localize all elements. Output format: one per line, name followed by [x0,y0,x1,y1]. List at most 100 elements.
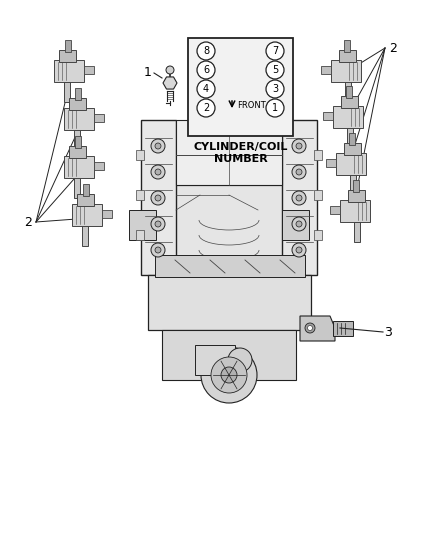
Circle shape [155,195,161,201]
Circle shape [155,169,161,175]
Circle shape [166,66,174,74]
Polygon shape [326,159,336,167]
Bar [136,150,144,160]
Polygon shape [321,66,331,74]
Text: 1: 1 [144,67,152,79]
Circle shape [197,80,215,98]
Text: 1: 1 [272,103,278,113]
Circle shape [305,323,315,333]
Polygon shape [341,96,358,108]
Polygon shape [94,162,104,170]
Polygon shape [323,112,333,120]
Text: 2: 2 [24,215,32,229]
Polygon shape [339,50,356,62]
Polygon shape [195,345,235,375]
Bar [282,120,317,275]
Circle shape [296,143,302,149]
Circle shape [211,357,247,393]
Text: 2: 2 [389,42,397,54]
Polygon shape [350,175,356,195]
Polygon shape [349,133,355,145]
Polygon shape [84,66,94,74]
Circle shape [151,139,165,153]
Text: 4: 4 [203,84,209,94]
Circle shape [266,80,284,98]
Text: 3: 3 [384,326,392,338]
Bar [148,275,311,330]
Polygon shape [64,82,70,102]
Polygon shape [94,114,104,122]
Bar [188,38,293,136]
Bar [141,120,176,275]
Circle shape [197,61,215,79]
Polygon shape [348,190,365,202]
Bar [136,190,144,200]
Circle shape [155,247,161,253]
Bar [176,120,282,185]
Circle shape [307,326,312,330]
Polygon shape [346,86,352,98]
Text: 5: 5 [272,65,278,75]
Circle shape [266,99,284,117]
Polygon shape [282,210,309,240]
Circle shape [155,221,161,227]
Circle shape [197,42,215,60]
Circle shape [151,243,165,257]
Text: CYLINDER/COIL: CYLINDER/COIL [193,142,288,152]
Polygon shape [336,153,366,175]
Polygon shape [347,128,353,148]
Polygon shape [54,60,84,82]
Circle shape [292,191,306,205]
Polygon shape [300,316,335,341]
Polygon shape [340,200,370,222]
Circle shape [201,347,257,403]
Polygon shape [64,108,94,130]
Polygon shape [75,136,81,148]
Polygon shape [75,88,81,100]
Bar [170,185,290,275]
Polygon shape [163,77,177,89]
Bar [140,130,318,380]
Circle shape [155,143,161,149]
Polygon shape [82,226,88,246]
Circle shape [292,165,306,179]
Polygon shape [333,106,363,128]
Polygon shape [77,194,94,206]
Bar [314,150,322,160]
Circle shape [292,243,306,257]
Polygon shape [333,321,353,336]
Circle shape [228,348,252,372]
Circle shape [292,217,306,231]
Polygon shape [64,156,94,178]
Polygon shape [354,222,360,242]
Circle shape [296,221,302,227]
Bar [314,230,322,240]
Polygon shape [74,178,80,198]
Polygon shape [69,98,86,110]
Circle shape [296,195,302,201]
Polygon shape [83,184,89,196]
Circle shape [266,61,284,79]
Text: 7: 7 [272,46,278,56]
Polygon shape [330,206,340,214]
Text: 8: 8 [203,46,209,56]
Circle shape [296,169,302,175]
Circle shape [151,165,165,179]
Bar [155,255,305,277]
Polygon shape [65,40,71,52]
Polygon shape [69,146,86,158]
Polygon shape [129,210,156,240]
Polygon shape [59,50,76,62]
Polygon shape [344,143,361,155]
Bar [136,230,144,240]
Circle shape [151,191,165,205]
Polygon shape [353,180,359,192]
Text: 2: 2 [203,103,209,113]
Polygon shape [102,210,112,218]
Polygon shape [74,130,80,150]
Circle shape [292,139,306,153]
Circle shape [221,367,237,383]
Text: NUMBER: NUMBER [214,154,267,164]
Bar [314,190,322,200]
Bar [162,330,296,380]
